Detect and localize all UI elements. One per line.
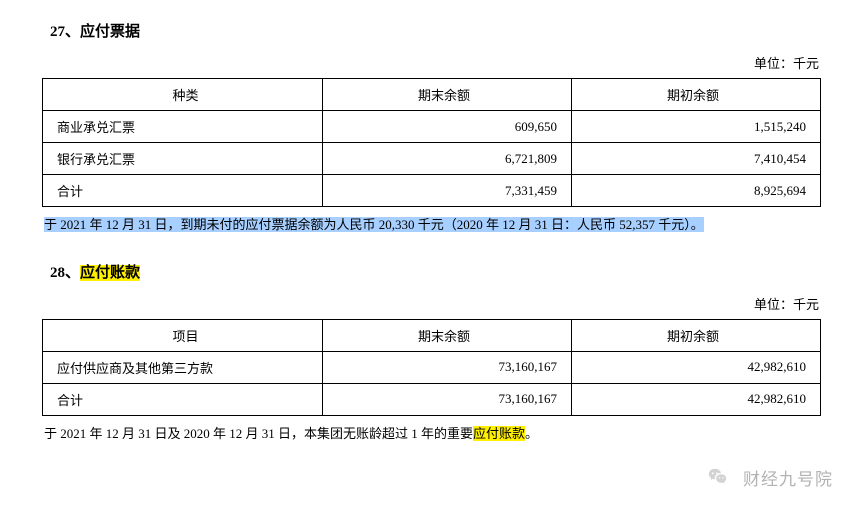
table-row-total: 合计 73,160,167 42,982,610 xyxy=(43,383,821,415)
cell-item: 应付供应商及其他第三方款 xyxy=(43,351,323,383)
col-ending-balance: 期末余额 xyxy=(323,319,572,351)
cell-item: 合计 xyxy=(43,383,323,415)
table-header-row: 种类 期末余额 期初余额 xyxy=(43,79,821,111)
table-header-row: 项目 期末余额 期初余额 xyxy=(43,319,821,351)
document-page: 27、应付票据 单位：千元 种类 期末余额 期初余额 商业承兑汇票 609,65… xyxy=(0,0,863,461)
wechat-icon xyxy=(701,460,735,494)
cell-ending: 6,721,809 xyxy=(323,143,572,175)
col-item: 项目 xyxy=(43,319,323,351)
note-28-post: 。 xyxy=(525,426,538,441)
col-beginning-balance: 期初余额 xyxy=(572,319,821,351)
note-28: 于 2021 年 12 月 31 日及 2020 年 12 月 31 日，本集团… xyxy=(44,424,819,444)
cell-beginning: 1,515,240 xyxy=(572,111,821,143)
col-beginning-balance: 期初余额 xyxy=(572,79,821,111)
note-27: 于 2021 年 12 月 31 日，到期未付的应付票据余额为人民币 20,33… xyxy=(44,215,819,235)
table-row-total: 合计 7,331,459 8,925,694 xyxy=(43,175,821,207)
note-28-pre: 于 2021 年 12 月 31 日及 2020 年 12 月 31 日，本集团… xyxy=(44,426,473,441)
col-category: 种类 xyxy=(43,79,323,111)
source-watermark: 财经九号院 xyxy=(701,460,833,494)
accounts-payable-table: 项目 期末余额 期初余额 应付供应商及其他第三方款 73,160,167 42,… xyxy=(42,319,821,416)
note-28-highlight: 应付账款 xyxy=(473,426,525,441)
section-27-title: 27、应付票据 xyxy=(50,20,821,41)
table-row: 银行承兑汇票 6,721,809 7,410,454 xyxy=(43,143,821,175)
unit-label-28: 单位：千元 xyxy=(42,294,819,313)
cell-beginning: 42,982,610 xyxy=(572,351,821,383)
section-28-title: 28、应付账款 xyxy=(50,261,821,282)
col-ending-balance: 期末余额 xyxy=(323,79,572,111)
cell-beginning: 42,982,610 xyxy=(572,383,821,415)
cell-beginning: 8,925,694 xyxy=(572,175,821,207)
cell-ending: 609,650 xyxy=(323,111,572,143)
unit-label-27: 单位：千元 xyxy=(42,53,819,72)
cell-category: 合计 xyxy=(43,175,323,207)
cell-beginning: 7,410,454 xyxy=(572,143,821,175)
heading-prefix: 28、 xyxy=(50,265,80,281)
watermark-text: 财经九号院 xyxy=(743,465,833,490)
cell-category: 商业承兑汇票 xyxy=(43,111,323,143)
table-row: 商业承兑汇票 609,650 1,515,240 xyxy=(43,111,821,143)
notes-payable-table: 种类 期末余额 期初余额 商业承兑汇票 609,650 1,515,240 银行… xyxy=(42,78,821,207)
table-row: 应付供应商及其他第三方款 73,160,167 42,982,610 xyxy=(43,351,821,383)
cell-ending: 73,160,167 xyxy=(323,383,572,415)
cell-ending: 7,331,459 xyxy=(323,175,572,207)
heading-highlight: 应付账款 xyxy=(80,265,140,281)
cell-category: 银行承兑汇票 xyxy=(43,143,323,175)
cell-ending: 73,160,167 xyxy=(323,351,572,383)
note-27-text: 于 2021 年 12 月 31 日，到期未付的应付票据余额为人民币 20,33… xyxy=(44,217,704,232)
